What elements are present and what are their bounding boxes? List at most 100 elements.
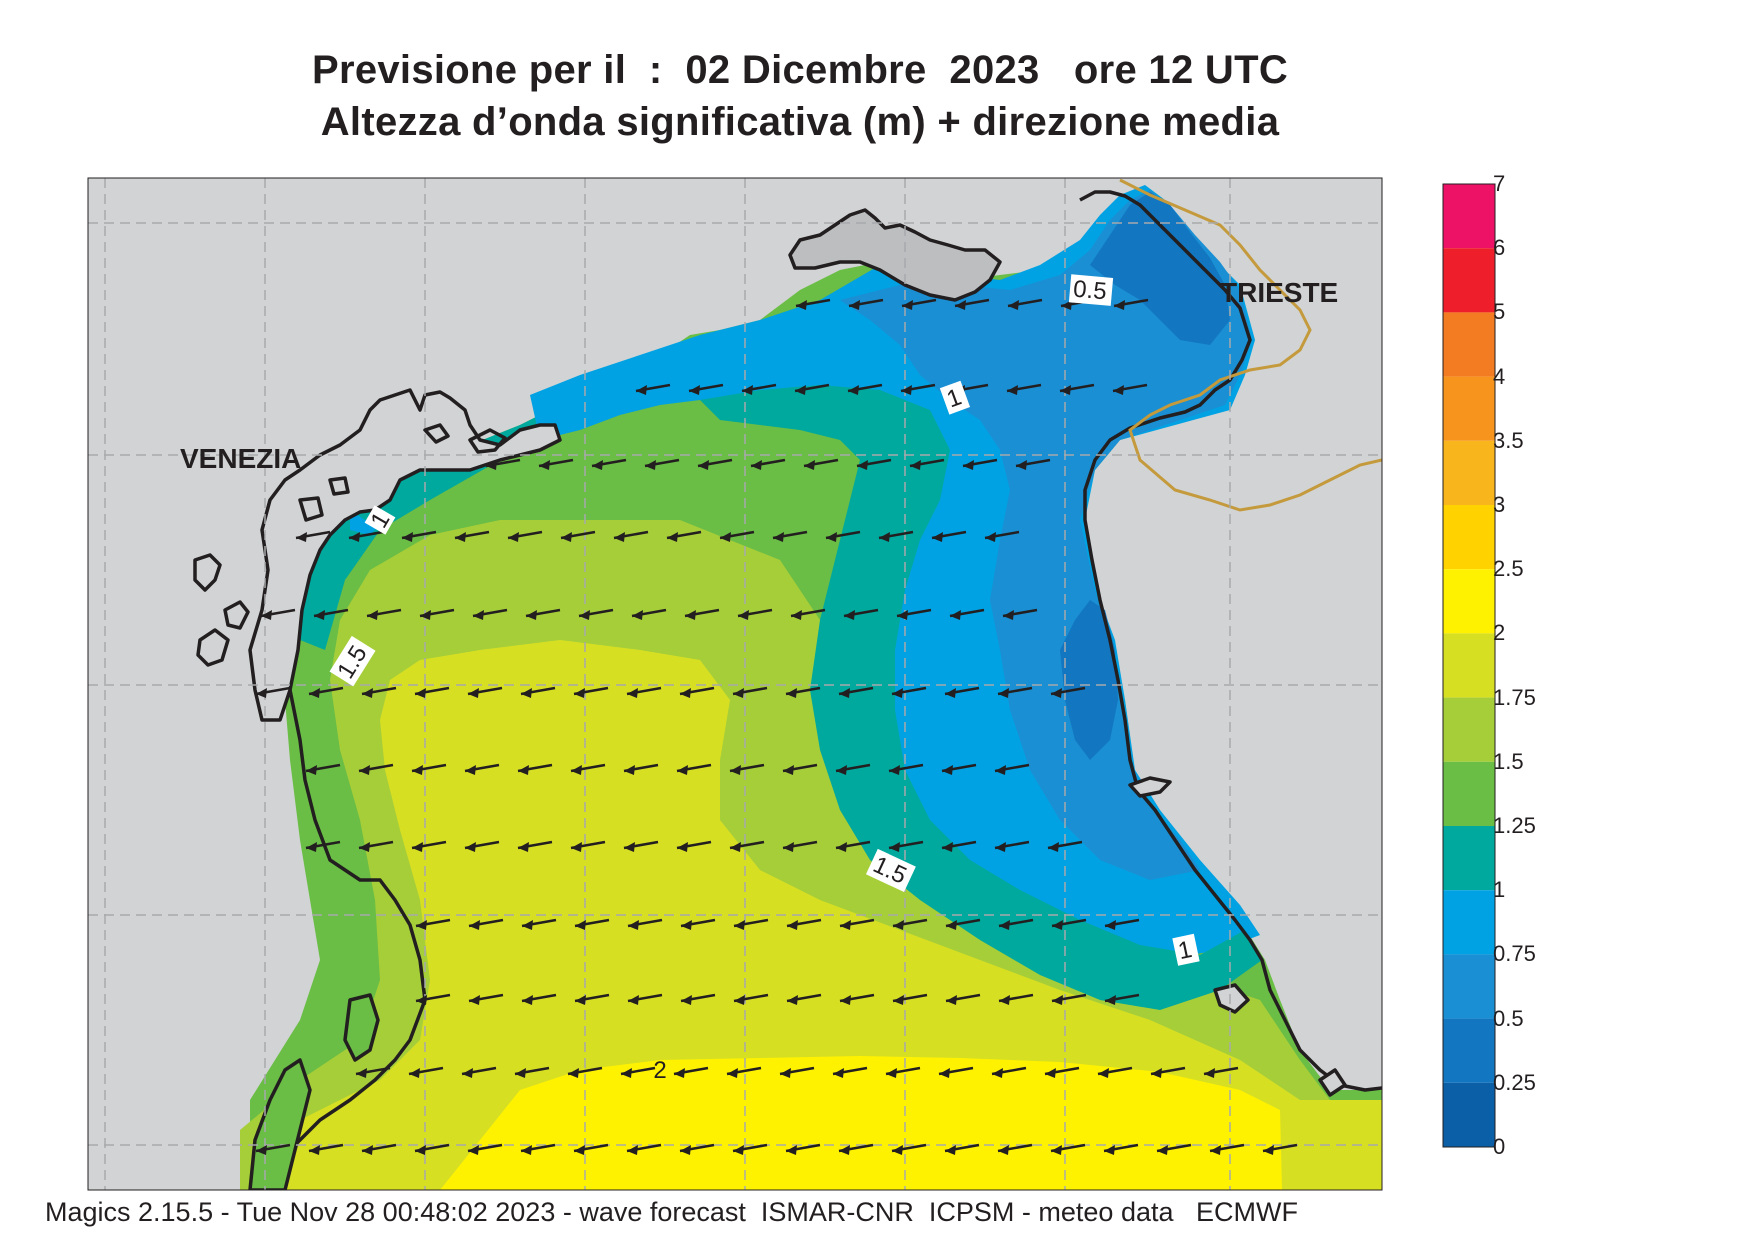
wave-arrow	[892, 918, 928, 930]
wave-arrow	[560, 530, 596, 542]
wave-arrow	[679, 1143, 715, 1155]
wave-arrow	[295, 530, 331, 542]
wave-arrow	[1050, 1143, 1086, 1155]
wave-arrow	[520, 686, 556, 698]
wave-arrow	[786, 993, 822, 1005]
legend-level-label: 0.5	[1493, 1005, 1524, 1031]
wave-arrow	[507, 530, 543, 542]
wave-arrow	[627, 993, 663, 1005]
wave-arrow	[998, 993, 1034, 1005]
wave-arrow	[794, 383, 830, 395]
wave-arrow	[1209, 1143, 1245, 1155]
wave-arrow	[361, 686, 397, 698]
wave-arrow	[795, 298, 831, 310]
wave-arrow	[414, 1143, 450, 1155]
wave-arrow	[521, 918, 557, 930]
wave-arrow	[467, 1143, 503, 1155]
wave-arrow	[944, 686, 980, 698]
wave-arrow	[779, 1066, 815, 1078]
wave-arrow	[573, 686, 609, 698]
wave-arrow	[1113, 298, 1149, 310]
wave-arrow	[411, 763, 447, 775]
wave-arrow	[1002, 608, 1038, 620]
wave-arrow	[1150, 1066, 1186, 1078]
wave-arrow	[1050, 686, 1086, 698]
wave-arrow	[348, 530, 384, 542]
legend-swatch	[1443, 440, 1495, 505]
wave-arrow	[520, 1143, 556, 1155]
wave-arrow	[737, 608, 773, 620]
wave-arrow	[729, 763, 765, 775]
wave-direction-arrows	[255, 298, 1298, 1155]
wave-arrow	[1097, 1066, 1133, 1078]
wave-arrow	[411, 840, 447, 852]
wave-arrow	[878, 530, 914, 542]
wave-arrow	[574, 918, 610, 930]
wave-arrow	[732, 686, 768, 698]
legend-swatch	[1443, 312, 1495, 377]
wave-arrow	[1044, 1066, 1080, 1078]
wave-arrow	[786, 918, 822, 930]
wave-arrow	[790, 608, 826, 620]
wave-arrow	[358, 840, 394, 852]
wave-arrow	[962, 458, 998, 470]
legend-level-label: 0.25	[1493, 1069, 1536, 1095]
wave-arrow	[620, 1066, 656, 1078]
east-islands	[1128, 776, 1347, 1097]
wave-arrow	[525, 608, 561, 620]
wave-arrow	[984, 530, 1020, 542]
wave-arrow	[941, 840, 977, 852]
wave-arrow	[1059, 383, 1095, 395]
legend-swatch	[1443, 569, 1495, 634]
western-lagoons	[248, 993, 380, 1190]
wave-arrow	[626, 686, 662, 698]
map-title-line2: Altezza d’onda significativa (m) + direz…	[320, 100, 1280, 144]
wave-arrow	[835, 763, 871, 775]
map-border	[87, 177, 1383, 1191]
legend-level-label: 0.75	[1493, 941, 1536, 967]
legend-level-label: 6	[1493, 235, 1506, 261]
legend-level-label: 5	[1493, 299, 1506, 325]
wave-arrow	[680, 993, 716, 1005]
wave-arrow	[401, 530, 437, 542]
wave-arrow	[415, 993, 451, 1005]
wave-arrow	[358, 763, 394, 775]
legend-swatch	[1443, 761, 1495, 826]
wave-arrow	[414, 686, 450, 698]
legend-level-label: 1.75	[1493, 684, 1536, 710]
legend-swatch	[1443, 184, 1495, 249]
wave-arrow	[644, 458, 680, 470]
wave-arrow	[1104, 993, 1140, 1005]
wave-arrow	[997, 686, 1033, 698]
wave-arrow	[305, 840, 341, 852]
wave-arrow	[485, 458, 521, 470]
wave-arrow	[888, 840, 924, 852]
national-border	[1119, 178, 1382, 512]
legend-swatch	[1443, 505, 1495, 570]
wave-arrow	[468, 993, 504, 1005]
wave-arrow	[627, 918, 663, 930]
legend-level-label: 3	[1493, 492, 1506, 517]
wave-arrow	[419, 608, 455, 620]
venezia-land	[248, 388, 562, 722]
wave-arrow	[1262, 1143, 1298, 1155]
wave-arrow	[1006, 383, 1042, 395]
wave-arrow	[361, 1143, 397, 1155]
legend-swatch	[1443, 1018, 1495, 1083]
wave-arrow	[782, 840, 818, 852]
wave-arrow	[719, 530, 755, 542]
legend-level-label: 1	[1493, 877, 1506, 903]
wave-arrow	[635, 383, 671, 395]
wave-arrow	[803, 458, 839, 470]
wave-arrow	[901, 298, 937, 310]
wave-arrow	[839, 993, 875, 1005]
map-frame	[88, 178, 1382, 1190]
wave-arrow	[1156, 1143, 1192, 1155]
city-label-trieste: TRIESTE	[1220, 277, 1338, 308]
wave-arrow	[954, 298, 990, 310]
legend-swatch	[1443, 376, 1495, 441]
wave-arrow	[570, 840, 606, 852]
wave-arrow	[1051, 918, 1087, 930]
wave-arrow	[1203, 1066, 1239, 1078]
wave-arrow	[945, 993, 981, 1005]
